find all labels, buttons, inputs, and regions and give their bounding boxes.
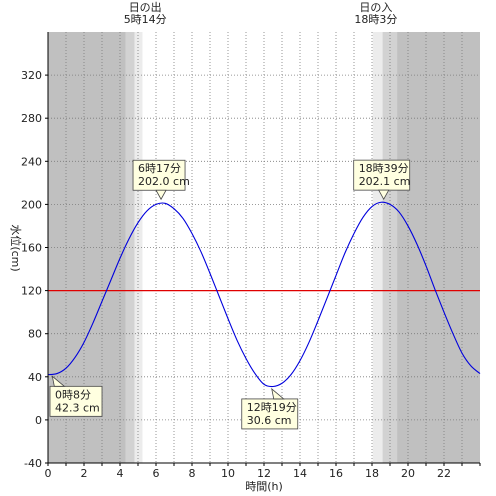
callout-pointer (378, 189, 390, 200)
x-tick-label: 12 (257, 467, 271, 480)
callout-box (353, 159, 411, 191)
tide-line (47, 201, 481, 388)
x-tick-label: 20 (401, 467, 415, 480)
callout-level: 202.1 cm (359, 175, 411, 188)
twilight-band-2 (372, 32, 383, 463)
callout-time: 18時39分 (359, 162, 409, 175)
callout-time: 12時19分 (247, 401, 297, 414)
x-tick-label: 10 (221, 467, 235, 480)
x-axis-label: 時間(h) (245, 480, 283, 493)
y-tick-label: 160 (21, 242, 42, 255)
callout-time: 6時17分 (138, 162, 181, 175)
x-tick-label: 4 (117, 467, 124, 480)
x-tick-label: 18 (365, 467, 379, 480)
y-tick-label: -40 (24, 457, 42, 470)
callout-pointer (271, 387, 285, 400)
daylight-band (142, 32, 373, 463)
x-tick-label: 14 (293, 467, 307, 480)
y-tick-label: 280 (21, 112, 42, 125)
callout-level: 202.0 cm (138, 175, 190, 188)
callout-time: 0時8分 (55, 388, 91, 401)
callout-box (132, 159, 186, 191)
x-tick-label: 8 (189, 467, 196, 480)
y-tick-label: 0 (35, 414, 42, 427)
callout-box (241, 398, 299, 430)
x-tick-label: 16 (329, 467, 343, 480)
callout-box (49, 385, 103, 417)
callout-pointer (155, 189, 167, 201)
y-tick-label: 200 (21, 198, 42, 211)
y-tick-label: 80 (28, 328, 42, 341)
callout-pointer (51, 375, 66, 387)
callout-level: 42.3 cm (55, 401, 100, 414)
sunrise-time: 5時14分 (124, 13, 167, 26)
sunset-title: 日の入 (359, 1, 392, 14)
x-tick-label: 0 (45, 467, 52, 480)
sunset-time: 18時3分 (354, 13, 397, 26)
y-tick-label: 240 (21, 155, 42, 168)
y-tick-label: 320 (21, 69, 42, 82)
callout-level: 30.6 cm (247, 414, 292, 427)
sunrise-title: 日の出 (129, 0, 162, 14)
x-tick-label: 22 (437, 467, 451, 480)
y-tick-label: 120 (21, 285, 42, 298)
y-axis-label: 水位(cm) (9, 224, 23, 271)
x-tick-label: 6 (153, 467, 160, 480)
x-tick-label: 2 (81, 467, 88, 480)
y-tick-label: 40 (28, 371, 42, 384)
